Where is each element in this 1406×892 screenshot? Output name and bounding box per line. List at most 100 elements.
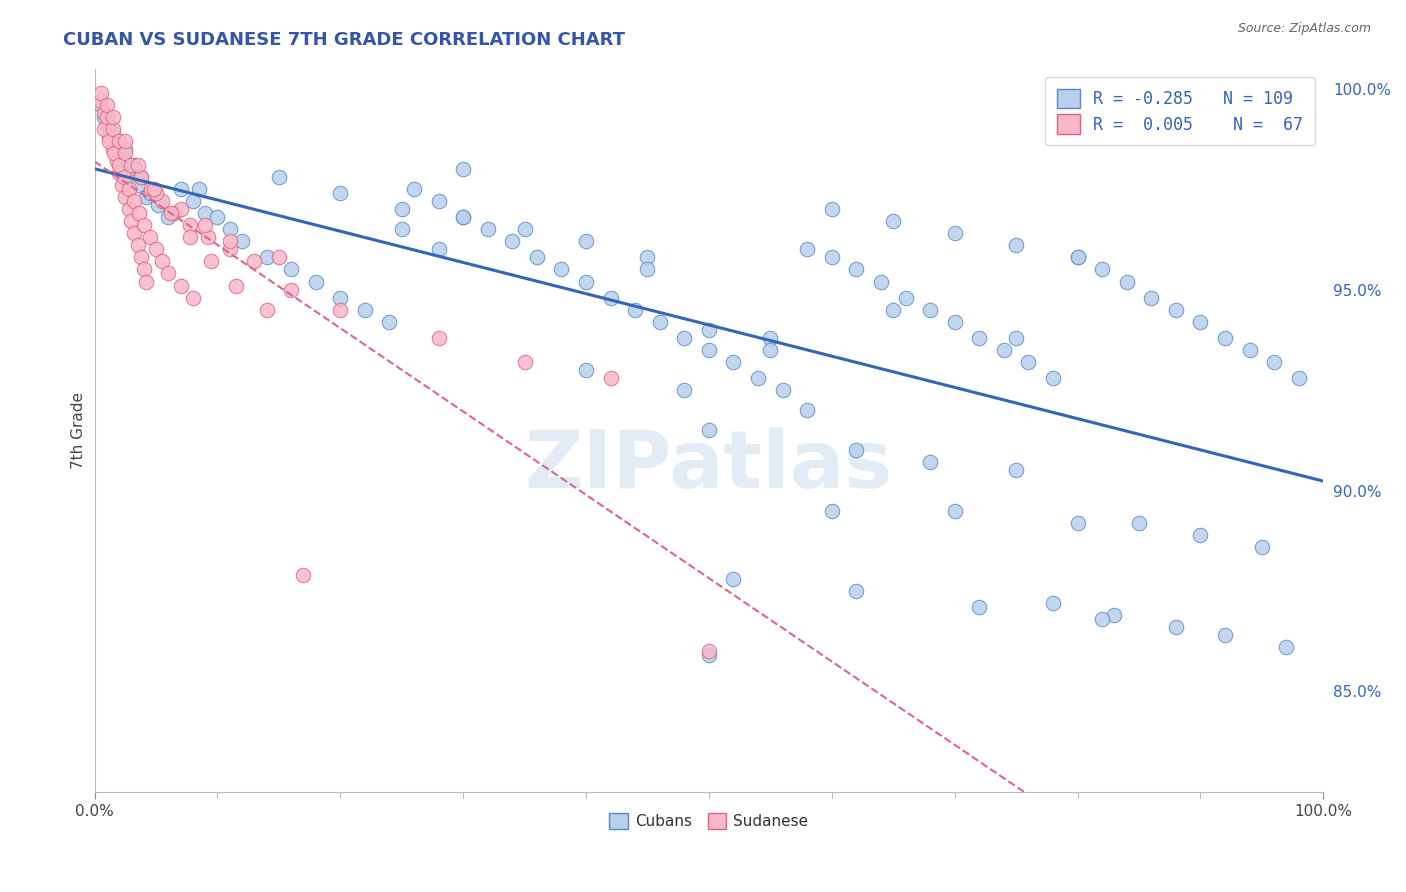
Point: [920, 302, 942, 317]
Point: [821, 503, 844, 517]
Point: [218, 235, 240, 249]
Point: [96, 110, 118, 124]
Point: [920, 455, 942, 469]
Point: [882, 302, 904, 317]
Point: [477, 222, 499, 236]
Point: [1128, 516, 1150, 530]
Point: [188, 182, 211, 196]
Point: [1140, 291, 1163, 305]
Point: [150, 254, 173, 268]
Point: [759, 331, 782, 345]
Point: [1066, 251, 1088, 265]
Text: CUBAN VS SUDANESE 7TH GRADE CORRELATION CHART: CUBAN VS SUDANESE 7TH GRADE CORRELATION …: [63, 31, 626, 49]
Point: [391, 202, 413, 217]
Point: [101, 121, 124, 136]
Point: [197, 230, 219, 244]
Point: [451, 161, 474, 176]
Point: [118, 202, 141, 217]
Point: [114, 134, 136, 148]
Point: [723, 572, 745, 586]
Point: [256, 302, 278, 317]
Point: [267, 169, 290, 184]
Point: [157, 211, 180, 225]
Point: [93, 105, 115, 120]
Point: [142, 182, 165, 196]
Point: [96, 118, 118, 132]
Point: [1213, 628, 1236, 642]
Point: [122, 194, 145, 209]
Point: [90, 86, 112, 100]
Point: [451, 211, 474, 225]
Point: [697, 323, 720, 337]
Point: [110, 178, 132, 192]
Point: [526, 251, 548, 265]
Point: [179, 230, 201, 244]
Point: [150, 194, 173, 209]
Point: [120, 158, 142, 172]
Point: [1275, 640, 1298, 655]
Point: [225, 278, 247, 293]
Point: [943, 315, 966, 329]
Point: [108, 166, 131, 180]
Point: [129, 169, 152, 184]
Point: [870, 275, 893, 289]
Point: [1042, 371, 1064, 385]
Point: [427, 331, 450, 345]
Point: [723, 355, 745, 369]
Point: [218, 243, 240, 257]
Point: [513, 222, 536, 236]
Point: [1189, 527, 1212, 541]
Point: [1115, 275, 1137, 289]
Point: [1164, 620, 1187, 634]
Point: [157, 267, 180, 281]
Point: [1164, 302, 1187, 317]
Point: [845, 584, 868, 599]
Point: [427, 243, 450, 257]
Point: [354, 302, 377, 317]
Text: Source: ZipAtlas.com: Source: ZipAtlas.com: [1237, 22, 1371, 36]
Point: [148, 198, 170, 212]
Point: [637, 251, 659, 265]
Point: [1104, 608, 1126, 623]
Point: [101, 126, 124, 140]
Point: [194, 219, 217, 233]
Point: [1005, 331, 1028, 345]
Point: [993, 343, 1015, 357]
Point: [550, 262, 572, 277]
Point: [1042, 596, 1064, 610]
Point: [796, 403, 818, 417]
Point: [1066, 516, 1088, 530]
Point: [967, 331, 990, 345]
Point: [1005, 238, 1028, 252]
Point: [305, 275, 328, 289]
Point: [139, 230, 162, 244]
Point: [501, 235, 523, 249]
Point: [194, 206, 217, 220]
Point: [1091, 262, 1114, 277]
Point: [114, 142, 136, 156]
Point: [122, 227, 145, 241]
Point: [200, 254, 222, 268]
Point: [93, 110, 115, 124]
Point: [747, 371, 769, 385]
Point: [575, 275, 598, 289]
Point: [129, 169, 152, 184]
Point: [451, 211, 474, 225]
Point: [1017, 355, 1039, 369]
Point: [114, 190, 136, 204]
Point: [796, 243, 818, 257]
Point: [179, 219, 201, 233]
Point: [105, 153, 128, 168]
Point: [513, 355, 536, 369]
Point: [599, 371, 621, 385]
Point: [882, 214, 904, 228]
Point: [128, 206, 150, 220]
Point: [391, 222, 413, 236]
Point: [101, 110, 124, 124]
Point: [1239, 343, 1261, 357]
Point: [127, 178, 149, 192]
Point: [329, 302, 352, 317]
Point: [267, 251, 290, 265]
Point: [1213, 331, 1236, 345]
Point: [90, 97, 112, 112]
